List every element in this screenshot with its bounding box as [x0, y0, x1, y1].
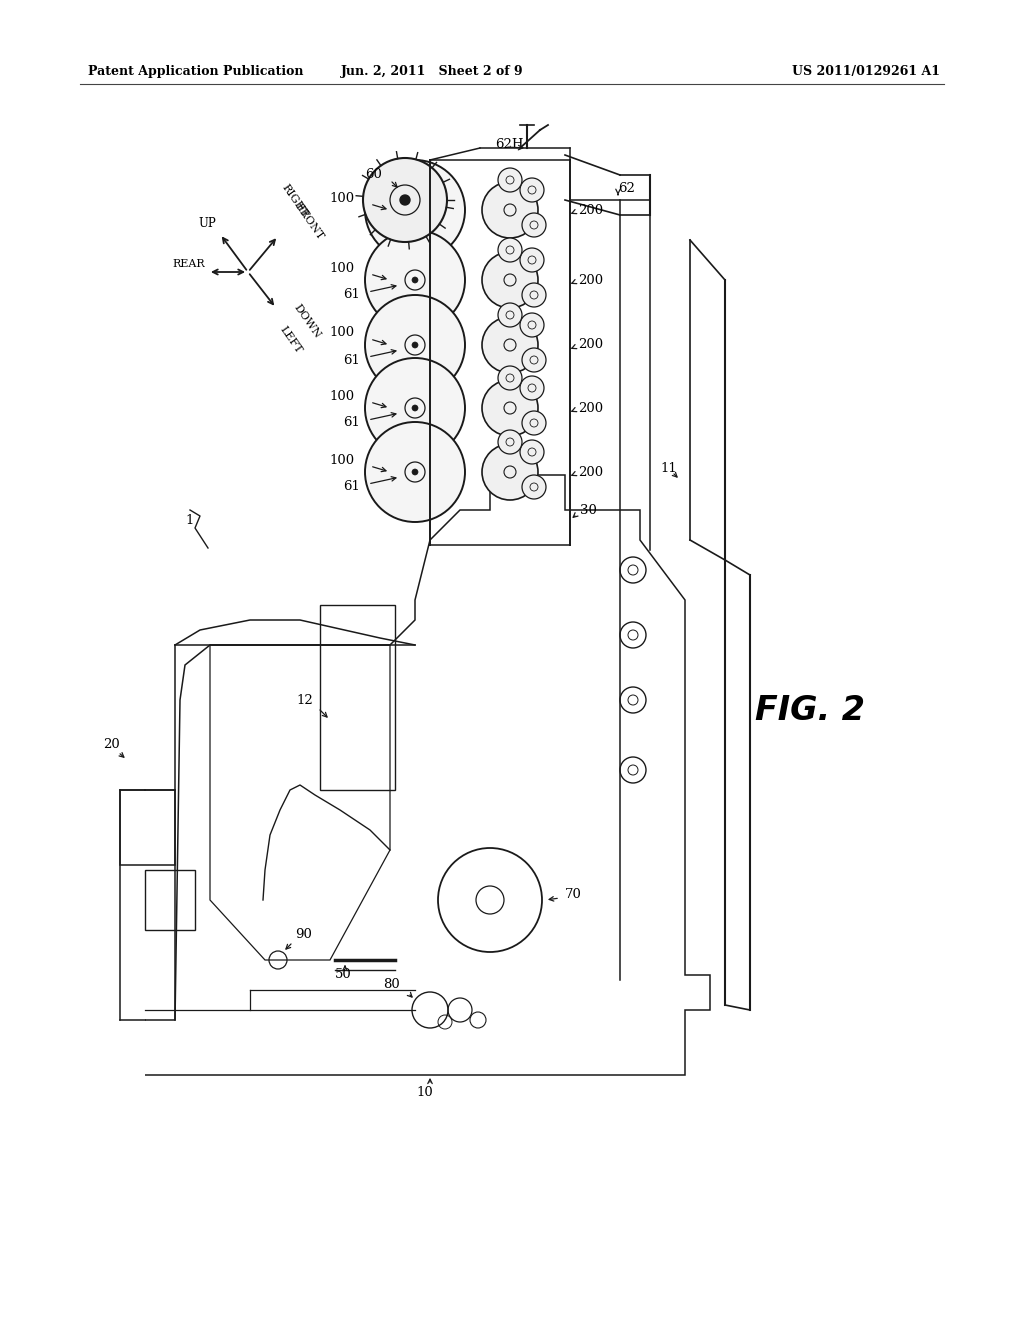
- Text: 100: 100: [330, 389, 355, 403]
- Circle shape: [365, 358, 465, 458]
- Text: 1: 1: [185, 513, 195, 527]
- Text: 200: 200: [578, 401, 603, 414]
- Circle shape: [520, 178, 544, 202]
- Text: US 2011/0129261 A1: US 2011/0129261 A1: [792, 66, 940, 78]
- Circle shape: [362, 158, 447, 242]
- Text: 12: 12: [297, 693, 313, 706]
- Text: Patent Application Publication: Patent Application Publication: [88, 66, 303, 78]
- Circle shape: [412, 405, 418, 411]
- Text: 80: 80: [383, 978, 400, 991]
- Text: 200: 200: [578, 466, 603, 479]
- Circle shape: [498, 168, 522, 191]
- Circle shape: [520, 248, 544, 272]
- Text: 61: 61: [343, 417, 360, 429]
- Circle shape: [482, 380, 538, 436]
- Circle shape: [412, 277, 418, 282]
- Text: 11: 11: [660, 462, 677, 474]
- Text: 200: 200: [578, 338, 603, 351]
- Text: 61: 61: [343, 289, 360, 301]
- Text: 200: 200: [578, 273, 603, 286]
- Circle shape: [522, 411, 546, 436]
- Circle shape: [522, 213, 546, 238]
- Text: 90: 90: [295, 928, 312, 941]
- Text: FIG. 2: FIG. 2: [755, 693, 865, 726]
- Text: 100: 100: [330, 261, 355, 275]
- Circle shape: [412, 469, 418, 475]
- Circle shape: [400, 195, 410, 205]
- Text: REAR: REAR: [172, 259, 205, 269]
- Circle shape: [482, 182, 538, 238]
- Text: 20: 20: [103, 738, 121, 751]
- Text: 61: 61: [343, 480, 360, 494]
- Circle shape: [520, 440, 544, 465]
- Text: 50: 50: [335, 969, 352, 982]
- Circle shape: [365, 422, 465, 521]
- Circle shape: [498, 430, 522, 454]
- Circle shape: [520, 313, 544, 337]
- Circle shape: [522, 282, 546, 308]
- Text: 60: 60: [366, 168, 382, 181]
- Circle shape: [482, 252, 538, 308]
- Circle shape: [365, 294, 465, 395]
- Circle shape: [412, 207, 418, 213]
- Text: 100: 100: [330, 191, 355, 205]
- Circle shape: [522, 475, 546, 499]
- Text: 100: 100: [330, 326, 355, 339]
- Circle shape: [412, 342, 418, 348]
- Circle shape: [365, 160, 465, 260]
- Text: DOWN: DOWN: [292, 302, 323, 339]
- Text: 61: 61: [343, 354, 360, 367]
- Text: Jun. 2, 2011   Sheet 2 of 9: Jun. 2, 2011 Sheet 2 of 9: [341, 66, 523, 78]
- Text: UP: UP: [199, 216, 216, 230]
- Text: RIGHT: RIGHT: [280, 182, 310, 220]
- Circle shape: [520, 376, 544, 400]
- Circle shape: [522, 348, 546, 372]
- Text: 70: 70: [565, 888, 582, 902]
- Circle shape: [498, 304, 522, 327]
- Circle shape: [365, 230, 465, 330]
- Text: LEFT: LEFT: [278, 323, 304, 355]
- Text: 200: 200: [578, 203, 603, 216]
- Circle shape: [482, 444, 538, 500]
- Text: 30: 30: [580, 503, 597, 516]
- Text: 62H: 62H: [495, 139, 523, 152]
- Text: 10: 10: [417, 1085, 433, 1098]
- Bar: [319, 605, 395, 789]
- Circle shape: [482, 317, 538, 374]
- Circle shape: [498, 366, 522, 389]
- Text: 100: 100: [330, 454, 355, 466]
- Circle shape: [498, 238, 522, 261]
- Text: FRONT: FRONT: [293, 202, 326, 242]
- Bar: [145, 870, 195, 931]
- Text: 62: 62: [618, 181, 635, 194]
